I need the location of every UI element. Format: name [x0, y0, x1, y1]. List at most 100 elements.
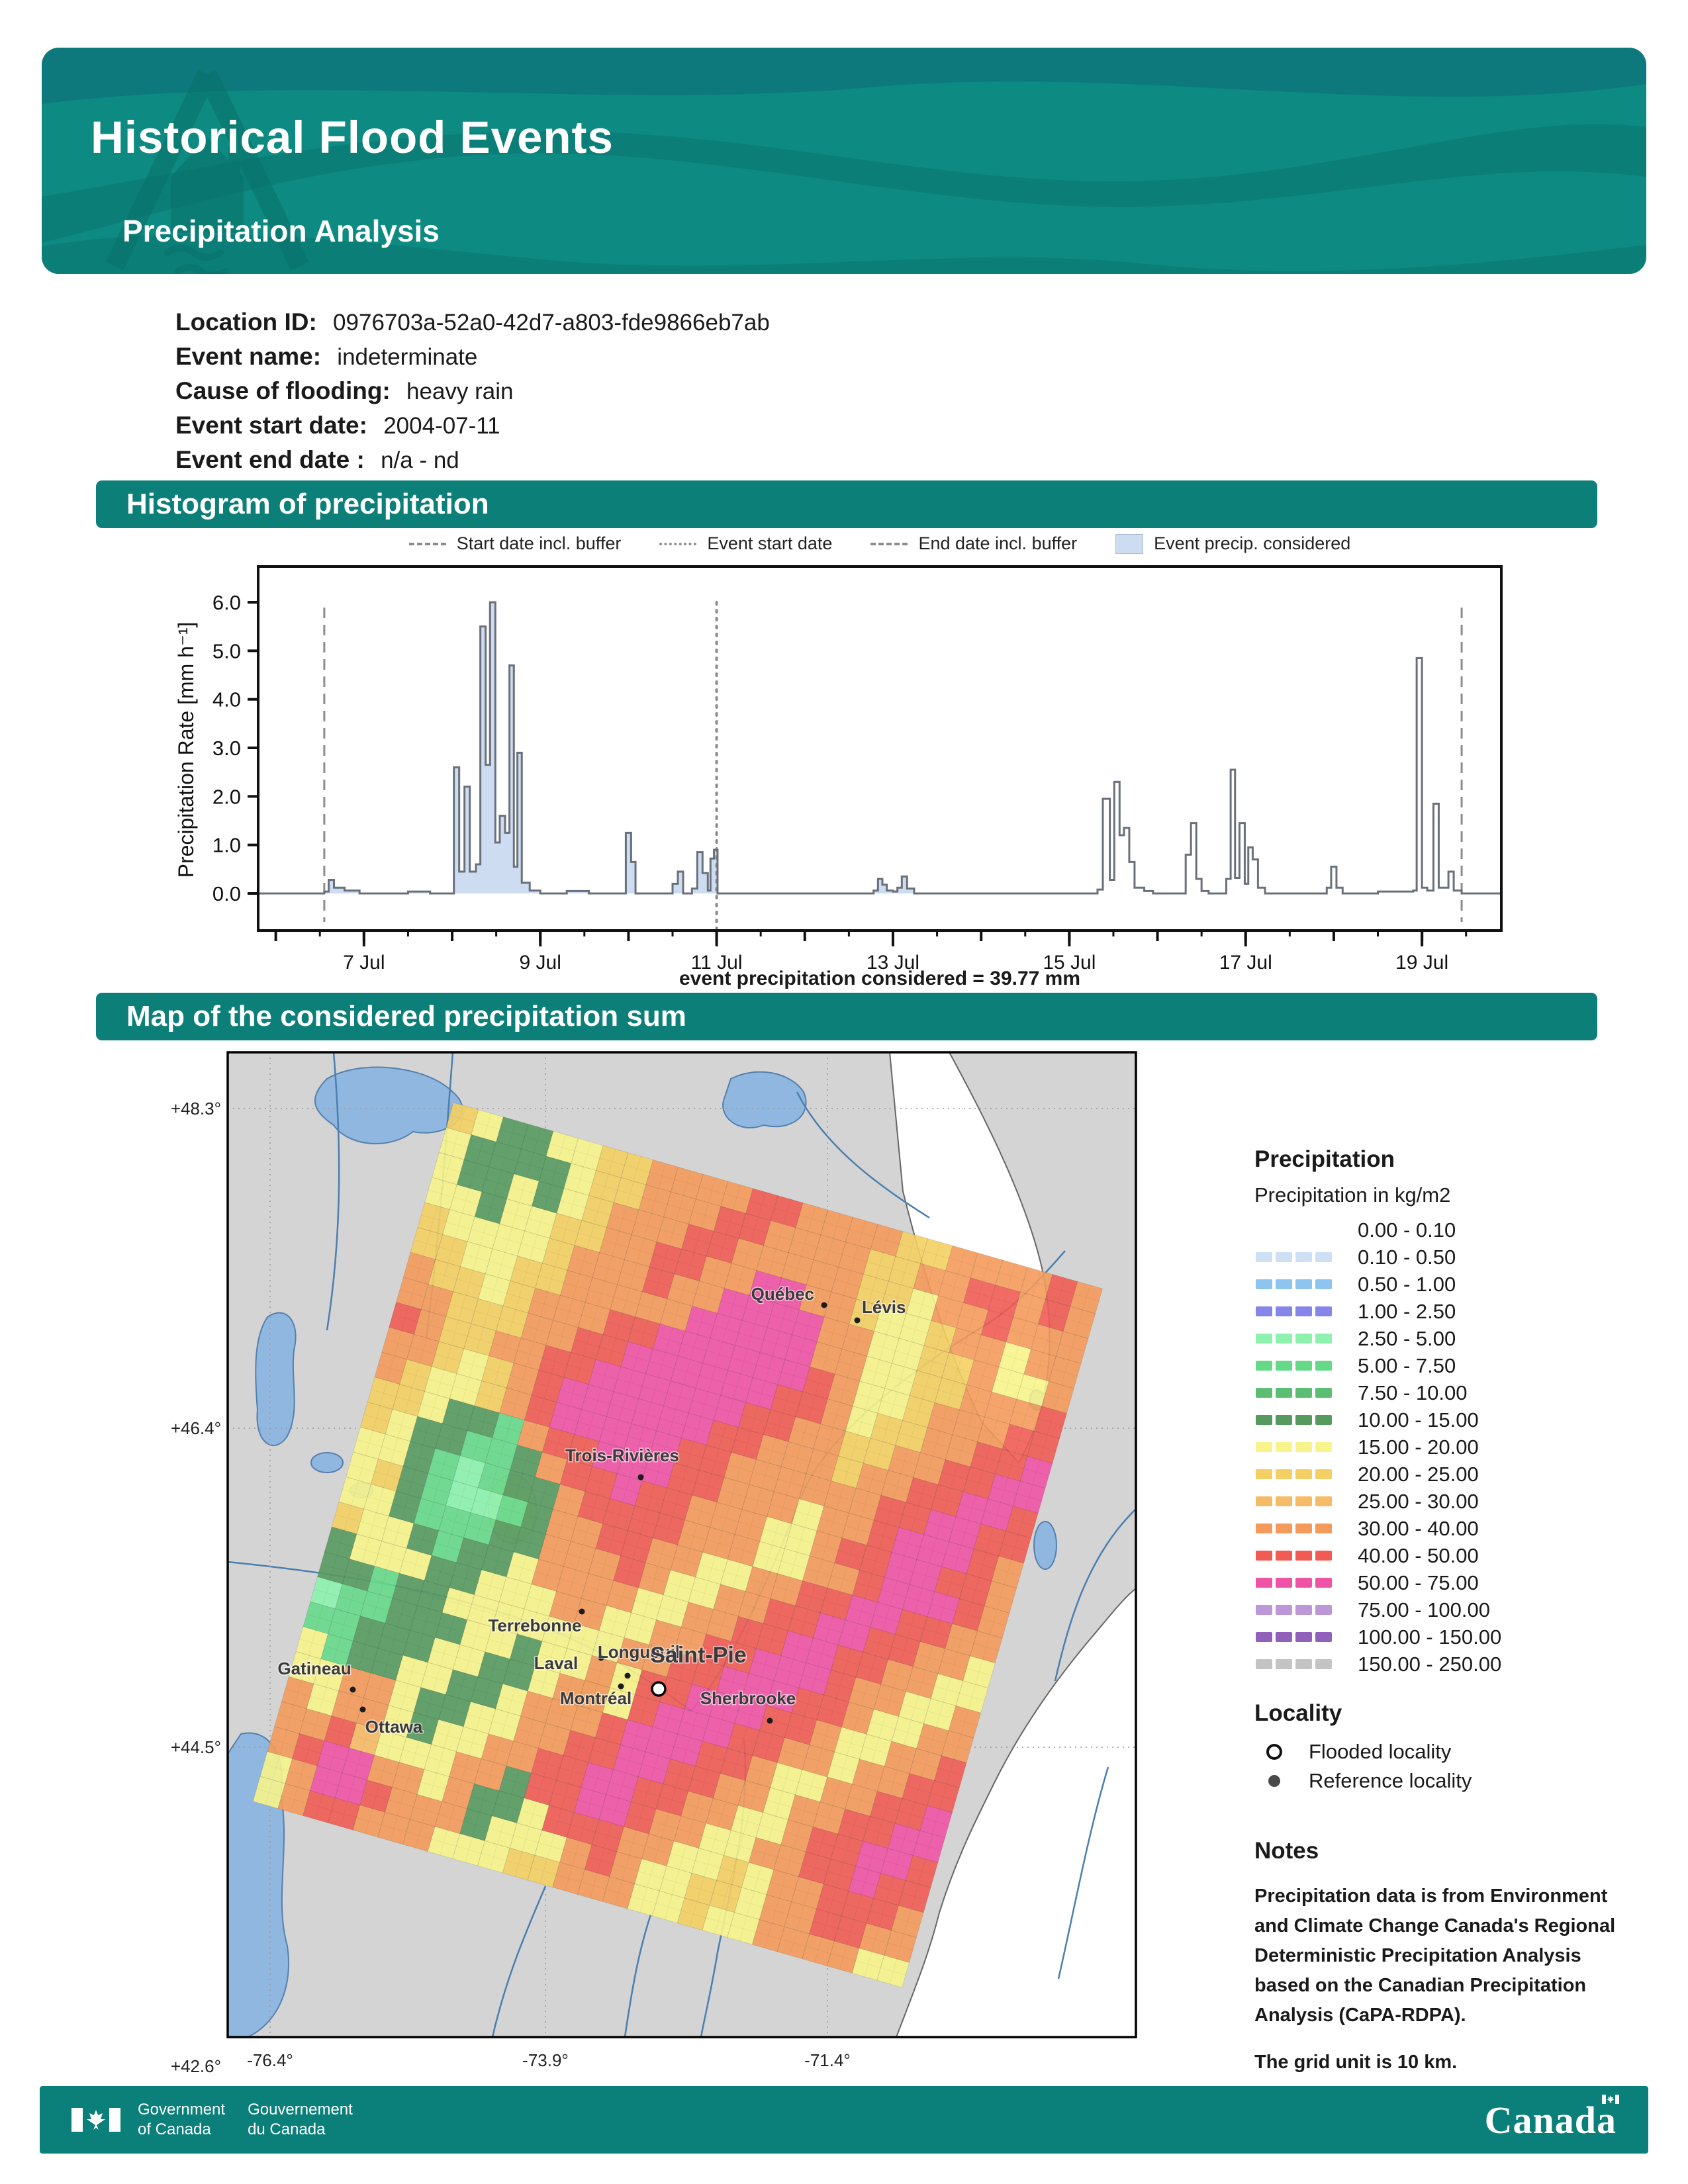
meta-start-value: 2004-07-11	[383, 413, 500, 439]
x-tick-label: 7 Jul	[343, 952, 385, 974]
latitude-label: +42.6°	[171, 2056, 221, 2076]
latitude-label: +48.3°	[171, 1099, 221, 1118]
latitude-label: +44.5°	[171, 1737, 221, 1757]
legend-color-swatch	[1254, 1415, 1339, 1425]
locality-row: Reference locality	[1254, 1766, 1635, 1796]
page-subtitle: Precipitation Analysis	[122, 214, 440, 248]
legend-color-swatch	[1254, 1659, 1339, 1669]
legend-range-label: 2.50 - 5.00	[1358, 1326, 1456, 1350]
precipitation-map: Québec Lévis Trois-Rivières Gatineau Ottawa T…	[171, 1051, 1137, 2076]
precip-rate-line	[258, 601, 1501, 895]
flooded-locality-icon	[1266, 1744, 1282, 1760]
meta-location-label: Location ID:	[175, 308, 317, 336]
chart-legend-label: Start date incl. buffer	[456, 533, 622, 553]
y-tick-label: 6.0	[212, 591, 241, 614]
dashed-swatch	[408, 542, 446, 545]
reference-locality-marker	[821, 1302, 827, 1308]
legend-row: 20.00 - 25.00	[1254, 1461, 1635, 1488]
legend-color-swatch	[1254, 1361, 1339, 1371]
legend-color-swatch	[1254, 1279, 1339, 1289]
meta-start-date: Event start date: 2004-07-11	[175, 412, 770, 446]
fill-swatch	[1115, 533, 1144, 554]
page-title: Historical Flood Events	[91, 112, 614, 163]
precipitation-grid-layer	[252, 1102, 1103, 1988]
longitude-label: -73.9°	[522, 2050, 569, 2070]
y-tick-label: 2.0	[212, 785, 241, 808]
section-header-map: Map of the considered precipitation sum	[96, 993, 1597, 1040]
reference-locality-marker	[767, 1717, 773, 1724]
legend-row: 2.50 - 5.00	[1254, 1325, 1635, 1352]
city-label: Terrebonne	[488, 1615, 581, 1635]
canada-wordmark: Canada	[1485, 2094, 1619, 2142]
meta-end-date: Event end date : n/a - nd	[175, 446, 770, 480]
legend-row: 100.00 - 150.00	[1254, 1623, 1635, 1651]
y-tick-label: 0.0	[212, 882, 241, 905]
legend-range-label: 50.00 - 75.00	[1358, 1570, 1479, 1594]
map-border	[226, 1051, 1137, 2038]
legend-row: 0.50 - 1.00	[1254, 1271, 1635, 1298]
legend-color-swatch	[1254, 1306, 1339, 1316]
legend-range-label: 75.00 - 100.00	[1358, 1598, 1490, 1621]
y-tick-label: 1.0	[212, 834, 241, 857]
y-axis-label: Precipitation Rate [mm h⁻¹]	[174, 622, 198, 878]
legend-color-swatch	[1254, 1442, 1339, 1452]
city-label: Gatineau	[277, 1659, 351, 1678]
legend-row: 10.00 - 15.00	[1254, 1406, 1635, 1433]
legend-range-label: 100.00 - 150.00	[1358, 1625, 1502, 1649]
wordmark-flag-icon	[1602, 2094, 1619, 2104]
y-tick-label: 3.0	[212, 737, 241, 760]
locality-label: Flooded locality	[1309, 1740, 1452, 1763]
legend-range-label: 15.00 - 20.00	[1358, 1435, 1479, 1459]
city-label: Longueuil	[598, 1642, 680, 1662]
locality-row: Flooded locality	[1254, 1737, 1635, 1766]
meta-cause-label: Cause of flooding:	[175, 377, 391, 404]
x-tick-label: 19 Jul	[1395, 952, 1448, 974]
legend-range-label: 0.00 - 0.10	[1358, 1218, 1456, 1242]
legend-color-swatch	[1254, 1496, 1339, 1506]
reference-locality-marker	[579, 1608, 585, 1615]
legend-range-label: 0.50 - 1.00	[1358, 1272, 1456, 1296]
legend-color-swatch	[1254, 1469, 1339, 1479]
legend-range-label: 10.00 - 15.00	[1358, 1408, 1479, 1432]
legend-row: 1.00 - 2.50	[1254, 1298, 1635, 1325]
legend-range-label: 150.00 - 250.00	[1358, 1652, 1502, 1676]
meta-event-name-label: Event name:	[175, 343, 322, 370]
legend-row: 5.00 - 7.50	[1254, 1352, 1635, 1379]
legend-subtitle: Precipitation in kg/m2	[1254, 1183, 1451, 1206]
legend-row: 150.00 - 250.00	[1254, 1651, 1635, 1678]
map-axis-labels: +48.3° +46.4° +44.5° +42.6° -76.4° -73.9° -71.…	[171, 1099, 851, 2076]
legend-range-label: 0.10 - 0.50	[1358, 1245, 1456, 1269]
legend-color-swatch	[1254, 1225, 1339, 1235]
latitude-label: +46.4°	[171, 1418, 221, 1438]
section-header-histogram: Histogram of precipitation	[96, 480, 1597, 528]
meta-event-name: Event name: indeterminate	[175, 343, 770, 377]
map-legend-panel: Precipitation Precipitation in kg/m2 0.0…	[1254, 1146, 1635, 2077]
legend-row: 0.10 - 0.50	[1254, 1244, 1635, 1271]
chart-legend-item: Event precip. considered	[1115, 533, 1350, 554]
gov-text-fr: Gouvernement du Canada	[248, 2101, 353, 2138]
dashed-swatch	[870, 542, 908, 545]
chart-legend-item: End date incl. buffer	[870, 533, 1077, 554]
meta-start-label: Event start date:	[175, 412, 367, 439]
x-tick-label: 15 Jul	[1043, 952, 1096, 974]
legend-row: 0.00 - 0.10	[1254, 1216, 1635, 1244]
flood-house-watermark-icon	[105, 69, 309, 274]
meta-location-value: 0976703a-52a0-42d7-a803-fde9866eb7ab	[333, 310, 770, 336]
legend-range-label: 5.00 - 7.50	[1358, 1353, 1456, 1377]
city-label: Sherbrooke	[700, 1688, 796, 1708]
notes-title: Notes	[1254, 1838, 1319, 1864]
notes-paragraph: Precipitation data is from Environment a…	[1254, 1886, 1616, 2026]
x-tick-label: 17 Jul	[1219, 952, 1272, 974]
city-label: Lévis	[862, 1297, 906, 1317]
legend-color-swatch	[1254, 1632, 1339, 1642]
dotted-swatch	[659, 542, 697, 545]
legend-color-swatch	[1254, 1578, 1339, 1588]
app-header: Historical Flood Events Precipitation An…	[42, 48, 1646, 274]
coastline-white-region	[895, 1586, 1137, 2038]
city-label: Trois-Rivières	[565, 1445, 679, 1465]
legend-color-swatch	[1254, 1252, 1339, 1262]
meta-cause-value: heavy rain	[406, 379, 514, 404]
locality-rows: Flooded locality Reference locality	[1254, 1737, 1635, 1796]
meta-end-label: Event end date :	[175, 446, 365, 473]
